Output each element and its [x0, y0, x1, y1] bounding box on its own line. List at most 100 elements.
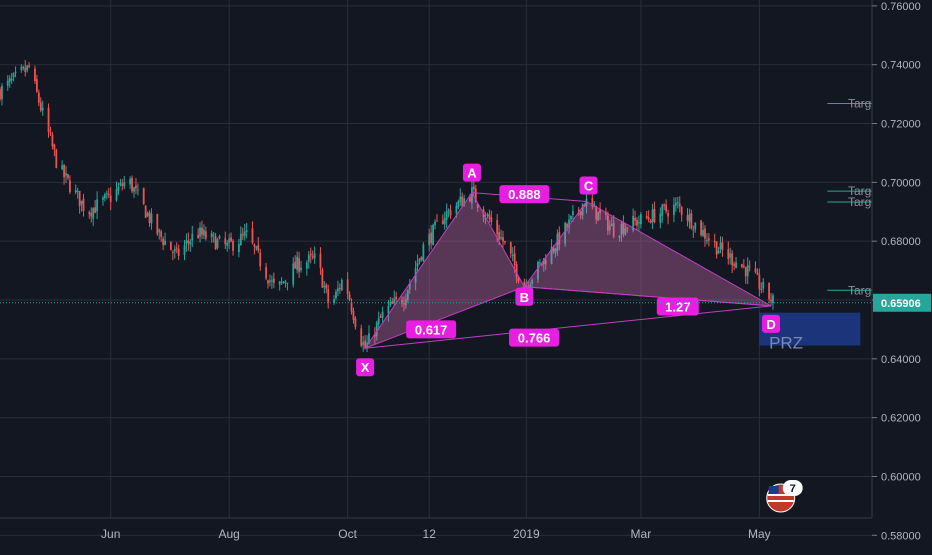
candle-body: [404, 298, 407, 306]
candle-body: [692, 229, 695, 231]
candle-body: [686, 215, 689, 221]
candle-body: [160, 231, 163, 237]
candle-body: [665, 204, 668, 212]
candle-body: [185, 240, 188, 244]
candle-body: [762, 281, 765, 289]
time-tick-label: 12: [423, 527, 437, 541]
candle-body: [661, 204, 664, 216]
candle-body: [476, 204, 479, 208]
candle-body: [484, 218, 487, 220]
candle-body: [645, 215, 648, 218]
candle-body: [387, 305, 390, 314]
candle-body: [490, 217, 493, 223]
candle-body: [224, 238, 227, 245]
candle-body: [531, 279, 534, 284]
candle-body: [26, 65, 29, 71]
candle-body: [107, 193, 110, 195]
candle-body: [364, 340, 367, 349]
candle-body: [8, 78, 11, 82]
candle-body: [717, 250, 720, 254]
candle-body: [12, 73, 15, 78]
candle-body: [119, 182, 122, 185]
candle-body: [307, 255, 310, 262]
candle-body: [212, 234, 215, 236]
candle-body: [441, 220, 444, 224]
candle-body: [80, 200, 83, 205]
candle-body: [674, 202, 677, 206]
candle-body: [377, 318, 380, 325]
candle-body: [469, 197, 471, 202]
candle-body: [267, 280, 269, 284]
candle-body: [338, 288, 341, 290]
candle-body: [620, 223, 623, 235]
candle-body: [748, 266, 751, 268]
candle-body: [352, 310, 355, 320]
candle-body: [653, 208, 656, 223]
candle-body: [133, 187, 135, 192]
candle-body: [131, 177, 133, 192]
price-tick-label: 0.68000: [881, 236, 921, 248]
candle-body: [61, 165, 64, 170]
flag-canton: [768, 486, 779, 494]
candle-body: [731, 253, 734, 266]
time-tick-label: Aug: [218, 527, 239, 541]
candle-body: [10, 78, 13, 81]
candle-body: [471, 187, 473, 204]
candle-body: [395, 296, 398, 299]
candle-body: [610, 223, 613, 227]
candle-body: [265, 267, 267, 279]
price-tick-label: 0.58000: [881, 530, 921, 542]
candle-body: [513, 253, 516, 266]
price-axis[interactable]: [872, 0, 932, 550]
candle-body: [428, 234, 431, 246]
candle-body: [488, 214, 491, 220]
candle-body: [605, 212, 607, 215]
candle-body: [311, 256, 314, 258]
candle-body: [148, 212, 151, 224]
candle-body: [78, 190, 81, 207]
candle-body: [636, 220, 638, 226]
candle-body: [239, 233, 242, 246]
candle-body: [251, 228, 254, 243]
candle-body: [115, 189, 118, 201]
candle-body: [457, 201, 460, 208]
candle-body: [354, 318, 357, 328]
candle-body: [678, 203, 681, 207]
candle-body: [162, 238, 165, 245]
pattern-line-xd: [365, 305, 772, 349]
candle-body: [321, 269, 324, 288]
candle-body: [554, 249, 557, 254]
candle-body: [634, 218, 636, 221]
candle-body: [82, 198, 85, 211]
candle-body: [608, 225, 611, 231]
candle-body: [300, 267, 302, 271]
candle-body: [702, 229, 704, 236]
candle-body: [228, 238, 231, 243]
candle-body: [360, 328, 363, 346]
ratio-label-bg: [499, 185, 550, 204]
candle-body: [540, 263, 543, 265]
candle-body: [51, 134, 54, 147]
candle-body: [375, 322, 378, 337]
candle-body: [474, 188, 477, 203]
time-tick-label: Jun: [101, 527, 120, 541]
candle-body: [539, 262, 541, 264]
candle-body: [673, 204, 675, 216]
candle-body: [230, 237, 233, 242]
candle-body: [504, 240, 506, 243]
candle-body: [296, 256, 299, 270]
candle-body: [187, 240, 190, 243]
candle-body: [74, 190, 77, 193]
last-price-tag: [873, 293, 931, 312]
candle-body: [746, 265, 749, 277]
candle-body: [350, 302, 353, 312]
ratio-label-bg: [406, 320, 457, 339]
candle-body: [537, 261, 539, 280]
point-label-a: A: [467, 166, 477, 181]
candle-body: [214, 236, 217, 250]
candle-body: [197, 234, 199, 239]
candle-body: [117, 186, 120, 191]
candle-body: [688, 214, 691, 223]
